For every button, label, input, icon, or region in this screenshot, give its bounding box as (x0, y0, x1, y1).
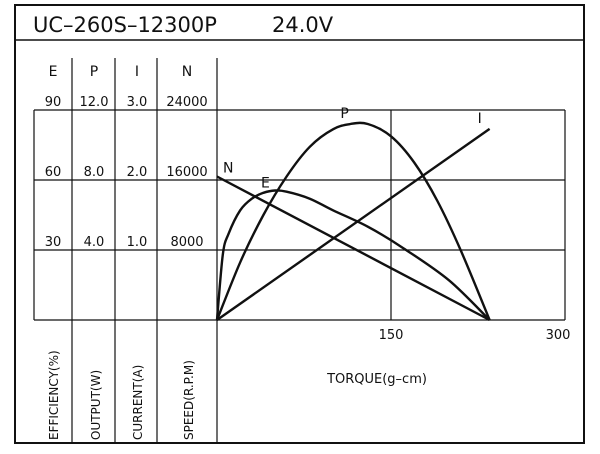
tick-label-e-30: 30 (45, 235, 62, 250)
x-tick-label-150: 150 (379, 328, 404, 343)
tick-label-p-8: 8.0 (84, 165, 105, 180)
tick-label-e-90: 90 (45, 95, 62, 110)
series-line-e (215, 189, 491, 321)
column-header-e: E (49, 64, 58, 80)
series-label-i: I (478, 111, 482, 127)
output-axis-title: OUTPUT(W) (89, 370, 103, 440)
column-header-p: P (90, 64, 98, 80)
efficiency-axis-title: EFFICIENCY(%) (47, 350, 61, 440)
grid-lines (33, 109, 566, 321)
tick-label-p-12: 12.0 (80, 95, 109, 110)
series-label-p: P (340, 106, 348, 122)
series-line-n (216, 175, 491, 322)
outer-frame (14, 4, 585, 444)
speed-axis-title: SPEED(R.P.M) (182, 360, 196, 440)
x-axis-title: TORQUE(g–cm) (326, 372, 427, 387)
series-line-i (216, 127, 491, 321)
tick-label-i-1: 1.0 (127, 235, 148, 250)
column-header-i: I (135, 64, 139, 80)
tick-label-i-3: 3.0 (127, 95, 148, 110)
tick-label-n-16000: 16000 (166, 165, 207, 180)
current-axis-title: CURRENT(A) (131, 365, 145, 440)
series-line-p (215, 121, 491, 321)
x-tick-label-300: 300 (546, 328, 571, 343)
model-name: UC–260S–12300P (33, 13, 217, 37)
tick-label-p-4: 4.0 (84, 235, 105, 250)
series-curves (215, 121, 491, 322)
voltage-label: 24.0V (272, 13, 334, 37)
tick-label-n-8000: 8000 (170, 235, 203, 250)
tick-label-i-2: 2.0 (127, 165, 148, 180)
series-label-n: N (223, 161, 233, 177)
tick-label-e-60: 60 (45, 165, 62, 180)
column-header-n: N (182, 64, 192, 80)
tick-label-n-24000: 24000 (166, 95, 207, 110)
series-label-e: E (261, 176, 270, 192)
